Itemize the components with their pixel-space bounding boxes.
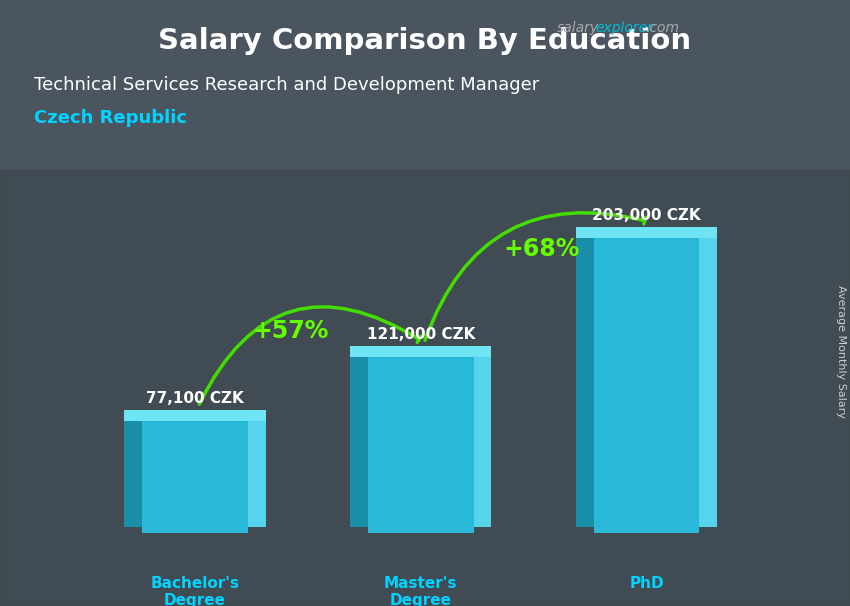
Text: salary: salary bbox=[557, 21, 599, 35]
Text: Salary Comparison By Education: Salary Comparison By Education bbox=[158, 27, 692, 55]
Text: Master's
Degree: Master's Degree bbox=[384, 576, 457, 606]
Text: Bachelor's
Degree: Bachelor's Degree bbox=[150, 576, 240, 606]
Text: Technical Services Research and Development Manager: Technical Services Research and Developm… bbox=[34, 76, 539, 94]
Text: +57%: +57% bbox=[252, 319, 329, 344]
Text: Czech Republic: Czech Republic bbox=[34, 109, 187, 127]
Text: 77,100 CZK: 77,100 CZK bbox=[146, 391, 244, 406]
Text: explorer: explorer bbox=[596, 21, 654, 35]
Text: Average Monthly Salary: Average Monthly Salary bbox=[836, 285, 846, 418]
Text: 121,000 CZK: 121,000 CZK bbox=[366, 327, 475, 342]
Text: PhD: PhD bbox=[629, 576, 664, 591]
Text: +68%: +68% bbox=[504, 238, 581, 261]
Text: 203,000 CZK: 203,000 CZK bbox=[592, 208, 700, 223]
Text: .com: .com bbox=[645, 21, 679, 35]
